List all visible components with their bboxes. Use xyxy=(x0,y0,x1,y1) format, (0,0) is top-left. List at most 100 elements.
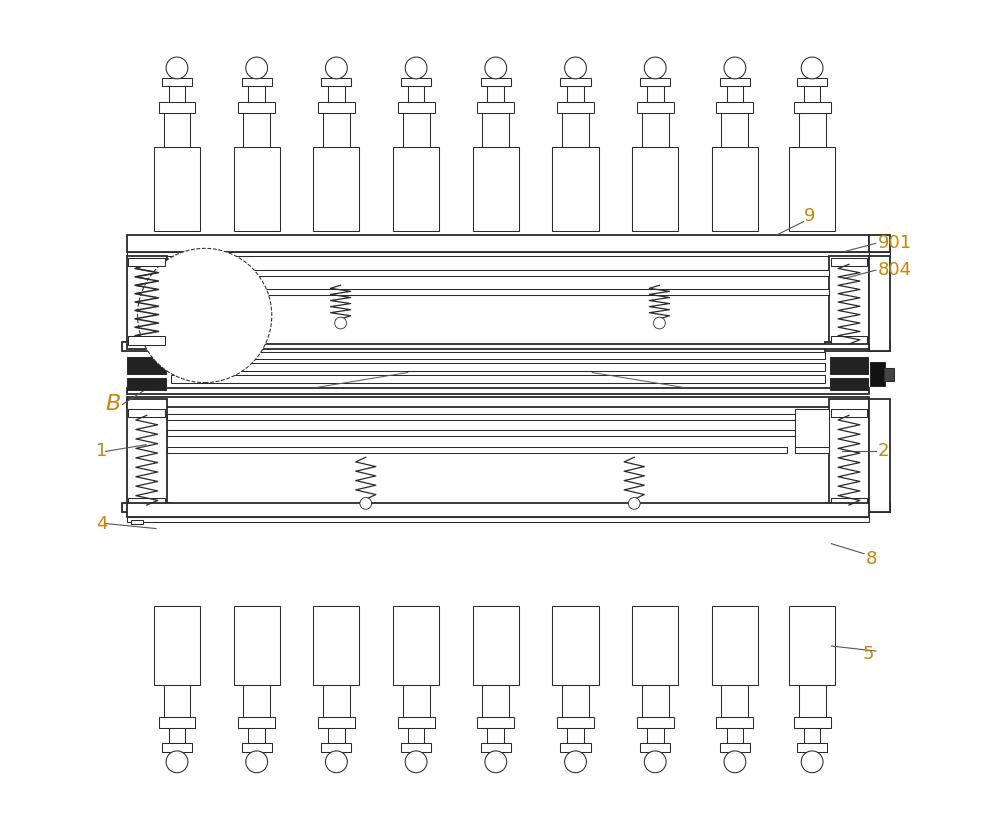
Bar xyxy=(328,728,345,743)
Bar xyxy=(167,270,829,276)
Bar xyxy=(169,728,185,743)
Bar xyxy=(171,352,825,359)
Bar xyxy=(128,258,165,266)
Bar xyxy=(169,86,185,102)
Bar xyxy=(127,252,869,256)
Bar xyxy=(869,235,890,252)
Bar xyxy=(795,447,829,453)
Circle shape xyxy=(166,751,188,773)
Bar xyxy=(869,256,890,351)
Bar xyxy=(567,86,584,102)
Bar xyxy=(131,520,143,524)
Bar xyxy=(721,113,748,147)
Bar xyxy=(238,102,275,113)
Bar xyxy=(794,102,831,113)
Bar xyxy=(804,86,820,102)
Bar xyxy=(831,498,867,506)
Bar xyxy=(154,606,200,685)
Bar xyxy=(727,86,743,102)
Bar xyxy=(789,606,835,685)
Circle shape xyxy=(360,498,372,509)
Bar xyxy=(403,113,430,147)
Bar xyxy=(127,357,166,374)
Text: B: B xyxy=(106,394,121,414)
Bar xyxy=(234,147,280,231)
Bar xyxy=(716,717,753,728)
Circle shape xyxy=(724,57,746,79)
Bar xyxy=(398,717,435,728)
Circle shape xyxy=(138,248,272,383)
Bar xyxy=(727,728,743,743)
Bar xyxy=(318,102,355,113)
Bar xyxy=(477,717,514,728)
Bar xyxy=(557,102,594,113)
Bar xyxy=(171,375,825,383)
Bar xyxy=(323,685,350,717)
Bar xyxy=(393,606,439,685)
Text: 2: 2 xyxy=(878,442,889,461)
Bar xyxy=(640,743,670,752)
Circle shape xyxy=(485,751,507,773)
Bar xyxy=(552,147,599,231)
Bar xyxy=(167,430,829,436)
Bar xyxy=(721,685,748,717)
Bar xyxy=(560,743,591,752)
Bar xyxy=(154,147,200,231)
Text: 8: 8 xyxy=(866,550,877,568)
Bar xyxy=(829,256,869,344)
Text: 804: 804 xyxy=(878,261,912,279)
Bar xyxy=(162,743,192,752)
Bar xyxy=(487,86,504,102)
Text: 4: 4 xyxy=(96,514,107,533)
Bar xyxy=(128,409,165,417)
Bar xyxy=(804,728,820,743)
Bar xyxy=(557,717,594,728)
Bar xyxy=(401,78,431,86)
Bar xyxy=(567,728,584,743)
Circle shape xyxy=(166,57,188,79)
Bar xyxy=(830,357,868,374)
Bar xyxy=(127,256,167,344)
Bar xyxy=(128,336,165,345)
Bar xyxy=(789,147,835,231)
Bar xyxy=(481,743,511,752)
Circle shape xyxy=(801,57,823,79)
Bar xyxy=(127,388,869,394)
Bar xyxy=(234,606,280,685)
Bar xyxy=(127,503,869,517)
Bar xyxy=(637,717,674,728)
Bar xyxy=(167,447,787,453)
Bar xyxy=(831,258,867,266)
Bar xyxy=(647,728,664,743)
Bar xyxy=(408,86,424,102)
Bar xyxy=(167,289,829,295)
Bar xyxy=(127,344,869,349)
Bar xyxy=(482,685,509,717)
Circle shape xyxy=(405,57,427,79)
Bar xyxy=(127,399,167,505)
Bar xyxy=(632,147,678,231)
Bar xyxy=(313,606,359,685)
Bar xyxy=(318,717,355,728)
Bar xyxy=(164,113,190,147)
Bar xyxy=(869,252,890,256)
Bar xyxy=(243,113,270,147)
Circle shape xyxy=(405,751,427,773)
Bar xyxy=(481,78,511,86)
Circle shape xyxy=(801,751,823,773)
Bar xyxy=(242,743,272,752)
Circle shape xyxy=(246,751,268,773)
Circle shape xyxy=(565,57,586,79)
Bar xyxy=(632,606,678,685)
Bar xyxy=(831,336,867,345)
Circle shape xyxy=(246,57,268,79)
Bar xyxy=(171,363,825,371)
Bar xyxy=(799,685,826,717)
Bar xyxy=(830,378,868,390)
Bar xyxy=(716,102,753,113)
Circle shape xyxy=(644,57,666,79)
Circle shape xyxy=(654,317,665,329)
Bar xyxy=(482,113,509,147)
Bar xyxy=(128,258,165,266)
Circle shape xyxy=(325,57,347,79)
